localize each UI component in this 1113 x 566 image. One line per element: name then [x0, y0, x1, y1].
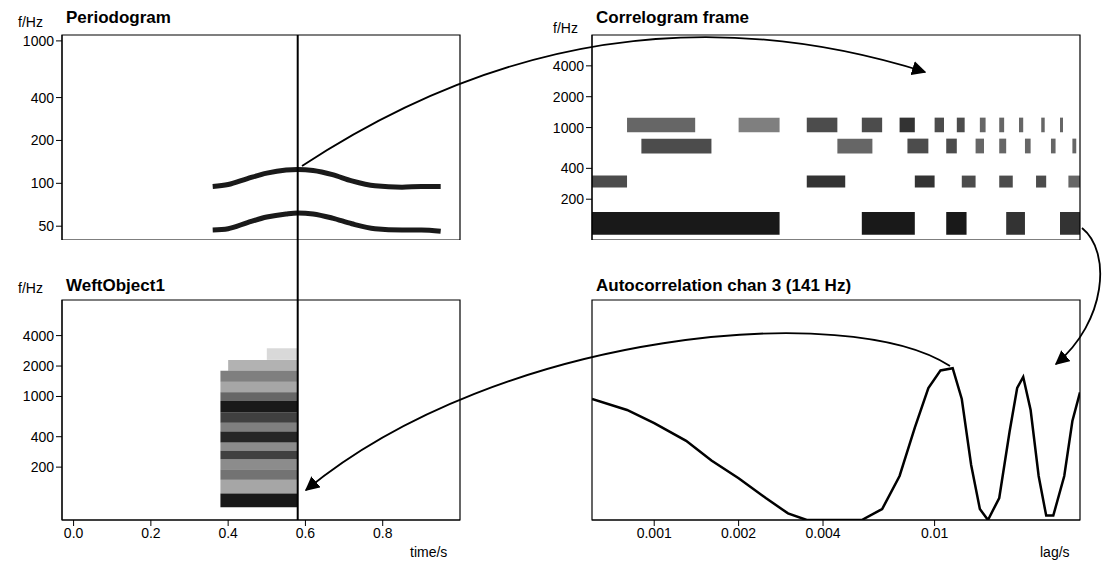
- html-text:WeftObject1: WeftObject1: [66, 276, 165, 295]
- svg-text:0.001: 0.001: [637, 525, 672, 541]
- svg-text:400: 400: [31, 429, 55, 445]
- svg-text:0.2: 0.2: [141, 525, 161, 541]
- svg-text:100: 100: [31, 175, 55, 191]
- html-text:Correlogram frame: Correlogram frame: [596, 8, 750, 27]
- svg-text:2000: 2000: [23, 358, 54, 374]
- html-text:time/s: time/s: [410, 544, 448, 560]
- svg-text:200: 200: [31, 132, 55, 148]
- html-text:f/Hz: f/Hz: [18, 280, 43, 296]
- svg-text:1000: 1000: [23, 388, 54, 404]
- svg-text:2000: 2000: [553, 89, 584, 105]
- html-text:lag/s: lag/s: [1040, 544, 1070, 560]
- html-text:Autocorrelation chan 3 (141 Hz: Autocorrelation chan 3 (141 Hz): [596, 276, 852, 295]
- svg-text:4000: 4000: [553, 58, 584, 74]
- svg-text:400: 400: [31, 90, 55, 106]
- svg-text:200: 200: [31, 459, 55, 475]
- html-text:f/Hz: f/Hz: [553, 20, 578, 36]
- svg-text:50: 50: [38, 218, 54, 234]
- svg-text:0.0: 0.0: [64, 525, 84, 541]
- svg-text:0.8: 0.8: [373, 525, 393, 541]
- svg-text:0.004: 0.004: [806, 525, 841, 541]
- svg-text:0.002: 0.002: [721, 525, 756, 541]
- svg-text:4000: 4000: [23, 328, 54, 344]
- svg-text:400: 400: [561, 160, 585, 176]
- svg-text:0.4: 0.4: [218, 525, 238, 541]
- svg-text:200: 200: [561, 191, 585, 207]
- html-text:f/Hz: f/Hz: [18, 14, 43, 30]
- html-text:Periodogram: Periodogram: [66, 8, 171, 27]
- svg-text:0.6: 0.6: [296, 525, 316, 541]
- svg-text:1000: 1000: [553, 120, 584, 136]
- svg-text:1000: 1000: [23, 33, 54, 49]
- svg-text:0.01: 0.01: [921, 525, 948, 541]
